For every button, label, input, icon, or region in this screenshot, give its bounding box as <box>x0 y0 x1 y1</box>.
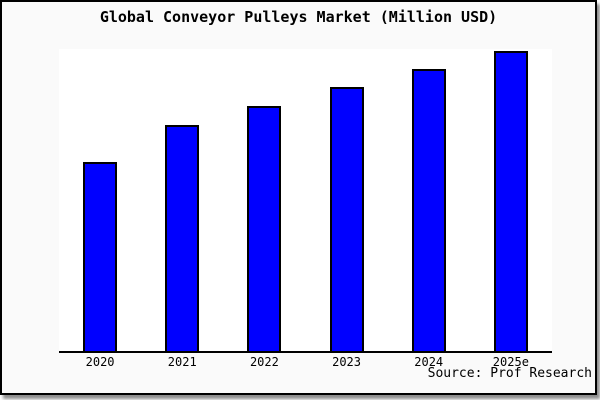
bar-2021 <box>165 125 200 351</box>
bar-slot-2022 <box>223 49 305 351</box>
bar-2022 <box>247 106 282 351</box>
bar-slot-2025e <box>470 49 552 351</box>
x-axis-labels: 2020 2021 2022 2023 2024 2025e <box>59 355 552 369</box>
x-tick-label-2020: 2020 <box>85 355 115 369</box>
x-tick-label-2025e: 2025e <box>492 355 529 369</box>
bar-slot-2020 <box>59 49 141 351</box>
source-attribution: Source: Prof Research <box>427 366 592 381</box>
bar-slot-2023 <box>306 49 388 351</box>
x-tick-label-2023: 2023 <box>332 355 361 369</box>
bar-2020 <box>83 161 118 351</box>
plot-area <box>59 49 552 353</box>
x-tick-label-2022: 2022 <box>249 355 279 369</box>
bar-slot-2021 <box>141 49 223 351</box>
bar-2025e <box>493 51 528 351</box>
x-tick-label-2021: 2021 <box>167 355 197 369</box>
bar-2024 <box>411 68 446 351</box>
bar-slot-2024 <box>388 49 470 351</box>
x-tick-label-2024: 2024 <box>414 355 444 369</box>
chart-title: Global Conveyor Pulleys Market (Million … <box>99 8 498 26</box>
bar-2023 <box>329 87 364 351</box>
